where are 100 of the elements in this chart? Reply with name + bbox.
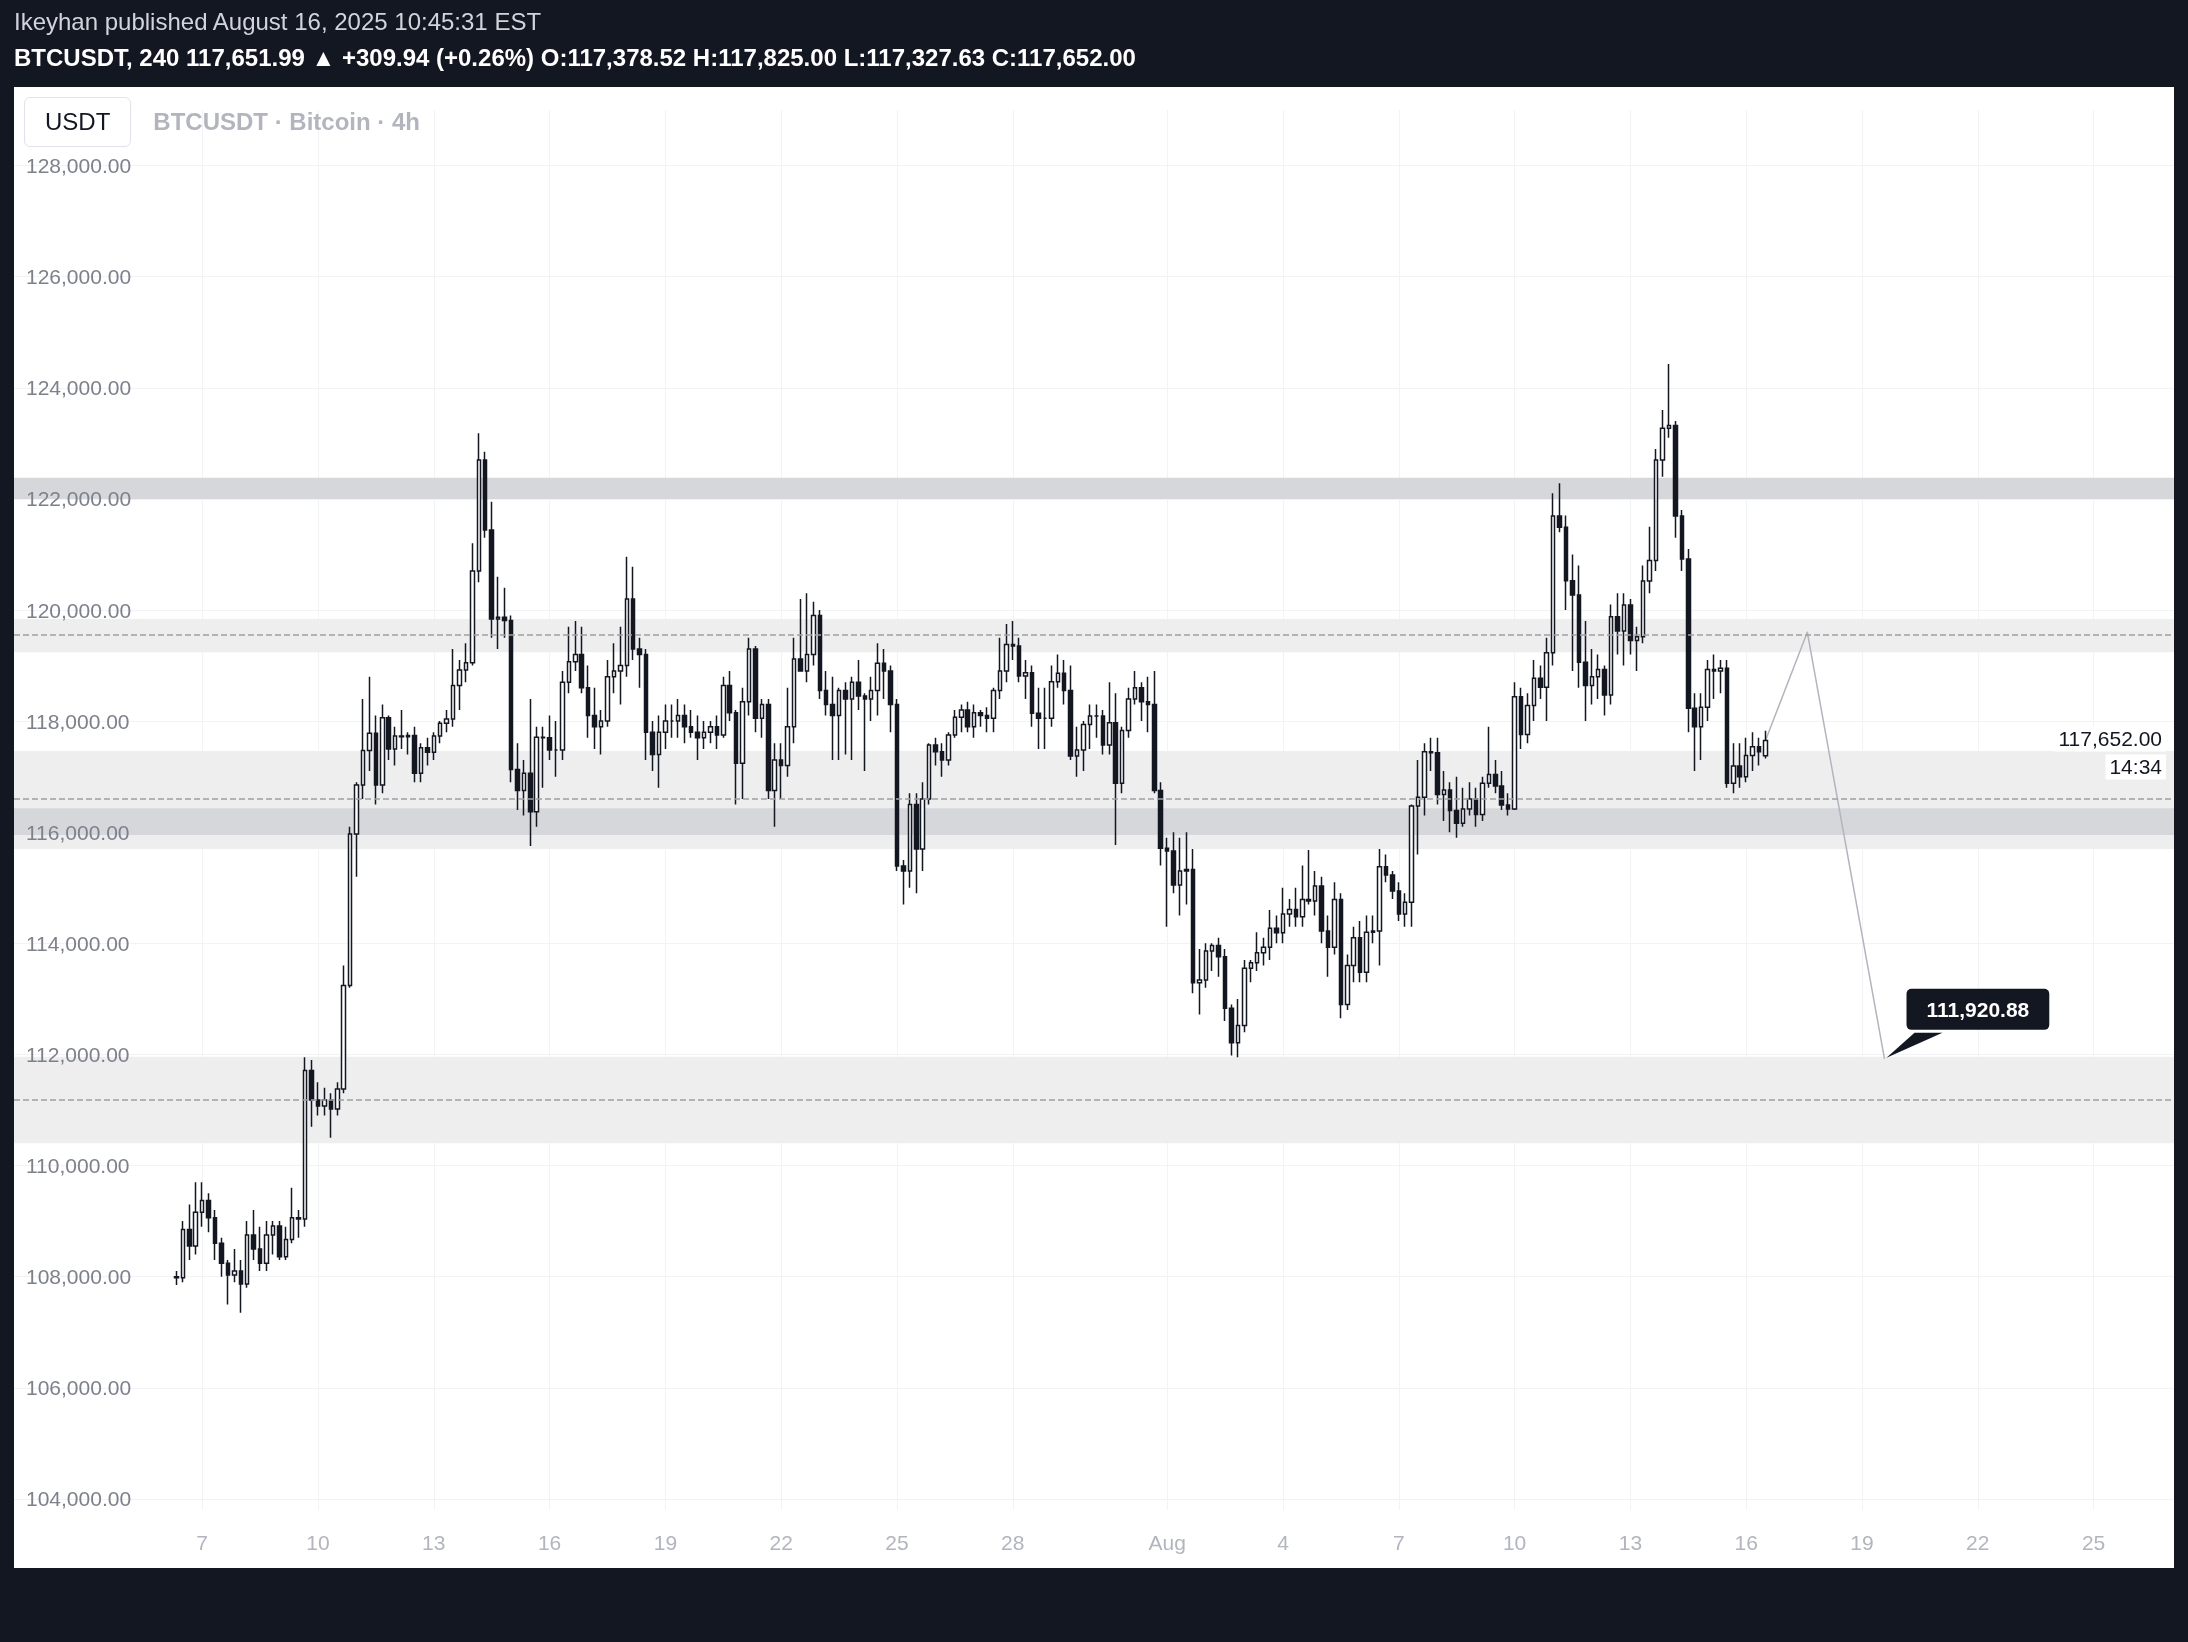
candlestick: [752, 645, 759, 733]
candlestick: [205, 1192, 212, 1233]
y-tick-label: 116,000.00: [26, 820, 130, 844]
candlestick: [1428, 737, 1434, 772]
candlestick: [1453, 775, 1460, 839]
candlestick: [939, 742, 945, 778]
candlestick: [360, 698, 366, 800]
candlestick: [836, 687, 842, 761]
candlestick: [604, 659, 611, 728]
candlestick: [874, 642, 881, 717]
candlestick: [1061, 659, 1067, 706]
candlestick: [1466, 781, 1473, 817]
candlestick: [353, 781, 360, 878]
candlestick: [431, 731, 437, 761]
x-tick-label: Aug: [1148, 1531, 1186, 1554]
candlestick: [1679, 509, 1685, 572]
candlestick: [1145, 675, 1151, 733]
y-tick-label: 124,000.00: [26, 376, 132, 400]
candlestick: [250, 1209, 257, 1261]
annotation: 14:34: [2109, 755, 2163, 779]
candlestick: [1267, 909, 1273, 961]
candlestick: [842, 681, 849, 756]
candlestick: [630, 565, 636, 661]
candlestick: [1203, 942, 1209, 989]
candlestick: [225, 1259, 231, 1306]
x-tick-label: 25: [2081, 1531, 2106, 1554]
candlestick: [424, 737, 431, 767]
candlestick: [1067, 664, 1074, 761]
candlestick: [701, 720, 707, 750]
candlestick: [1447, 781, 1453, 833]
candlestick: [1415, 759, 1421, 856]
candlestick: [1486, 725, 1492, 789]
x-tick-label: 10: [306, 1531, 330, 1554]
candlestick: [1550, 492, 1556, 667]
x-tick-label: 13: [422, 1531, 446, 1554]
candlestick: [1363, 914, 1370, 983]
candlestick: [591, 687, 598, 750]
candlestick: [218, 1237, 225, 1278]
candlestick: [463, 642, 469, 683]
candlestick: [1511, 681, 1518, 811]
candlestick: [257, 1225, 263, 1272]
candlestick: [1235, 998, 1241, 1058]
candlestick: [1698, 692, 1704, 761]
candlestick: [984, 706, 990, 733]
candlestick: [1177, 837, 1183, 917]
y-tick-label: 108,000.00: [26, 1265, 132, 1289]
candlestick: [495, 575, 501, 650]
candlestick: [566, 625, 572, 695]
candlestick: [1119, 725, 1125, 795]
candlestick: [1376, 848, 1383, 967]
candlestick: [1389, 870, 1396, 900]
candlestick: [1132, 670, 1138, 706]
y-tick-label: 110,000.00: [26, 1154, 130, 1178]
candlestick: [1029, 664, 1035, 728]
candlestick: [1318, 875, 1325, 945]
candlestick: [1010, 620, 1016, 661]
candlestick: [862, 692, 868, 772]
candlestick: [952, 709, 958, 739]
candlestick: [238, 1259, 244, 1314]
chart-subtitle: BTCUSDT, 240 117,651.99 ▲ +309.94 (+0.26%) O:117,378.52 H:117,825.00 L:117,327.63 C:117,652.00: [14, 43, 1137, 73]
chart-title: Ikeyhan published August 16, 2025 10:45:31 EST: [14, 7, 543, 37]
x-tick-label: 4: [1277, 1531, 1290, 1554]
candlestick: [1087, 703, 1093, 750]
candlestick: [1421, 742, 1428, 817]
candlestick: [1621, 592, 1627, 667]
candlestick: [707, 720, 714, 745]
candlestick: [643, 648, 649, 761]
candlestick: [810, 600, 817, 667]
candlestick: [1183, 831, 1190, 906]
candlestick: [1080, 720, 1087, 772]
candlestick: [1408, 803, 1415, 928]
y-tick-label: 114,000.00: [26, 931, 130, 955]
candlestick: [476, 432, 482, 583]
candlestick: [1209, 942, 1215, 972]
candlestick: [1338, 892, 1344, 1020]
candlestick: [1634, 625, 1640, 672]
candlestick: [1383, 853, 1389, 883]
candlestick: [624, 555, 630, 678]
candlestick: [1035, 687, 1042, 750]
candlestick: [1190, 848, 1196, 995]
candlestick: [1164, 837, 1170, 928]
candlestick: [945, 731, 952, 767]
annotation: USDT: [24, 97, 132, 147]
candlestick: [829, 675, 836, 761]
candlestick: [1505, 792, 1511, 817]
y-tick-label: 118,000.00: [26, 709, 130, 733]
candlestick: [1055, 653, 1061, 689]
candlestick: [1093, 703, 1100, 739]
candlestick: [868, 675, 874, 722]
candlestick: [669, 703, 675, 739]
candlestick: [1627, 598, 1634, 656]
x-tick-label: 16: [537, 1531, 562, 1554]
candlestick: [1048, 664, 1055, 728]
candlestick: [1170, 831, 1177, 895]
candlestick: [540, 725, 546, 789]
candlestick: [1646, 525, 1653, 595]
candlestick: [1125, 687, 1132, 739]
candlestick: [263, 1220, 270, 1272]
annotation: BTCUSDT · Bitcoin · 4h: [153, 108, 420, 136]
candlestick: [1228, 1003, 1235, 1057]
